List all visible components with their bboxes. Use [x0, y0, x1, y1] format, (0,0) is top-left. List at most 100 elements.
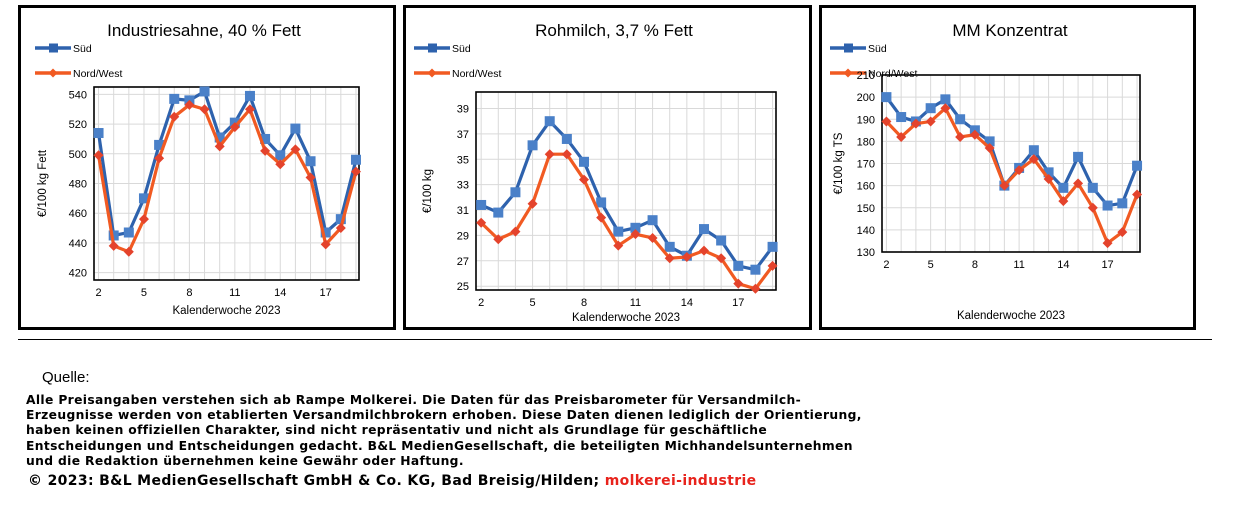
legend-marker-diamond [843, 68, 853, 78]
data-point-diamond [199, 104, 210, 115]
data-point-diamond [305, 172, 316, 183]
data-point-diamond [579, 174, 589, 185]
x-tick-label: 2 [883, 259, 889, 271]
data-point-diamond [1132, 189, 1143, 200]
data-point-diamond [881, 116, 892, 127]
data-point-square [596, 197, 607, 208]
data-point-square [510, 187, 521, 198]
x-tick-label: 8 [972, 259, 978, 271]
y-tick-label: 35 [457, 154, 469, 166]
data-point-square [275, 150, 286, 161]
brand-name: molkerei-industrie [604, 473, 757, 489]
divider-line [18, 339, 1212, 340]
data-point-diamond [184, 99, 195, 110]
data-point-square [214, 132, 225, 143]
y-tick-label: 37 [457, 129, 469, 141]
chart-rohmilch: Rohmilch, 3,7 % FettSüdNord/West25272931… [414, 21, 778, 324]
data-point-square [199, 86, 210, 97]
data-point-diamond [544, 149, 555, 160]
y-tick-label: 500 [69, 149, 87, 161]
data-point-square [716, 235, 727, 246]
y-tick-label: 130 [857, 247, 875, 259]
series-line [885, 106, 1139, 245]
data-point-square [154, 139, 165, 150]
y-axis-label: €/100 kg Fett [37, 149, 49, 217]
data-point-square [630, 222, 641, 233]
chart-title: Rohmilch, 3,7 % Fett [535, 21, 693, 40]
data-point-square [1043, 167, 1054, 178]
data-point-diamond [335, 223, 346, 234]
plot-frame [93, 86, 360, 281]
data-point-diamond [984, 143, 995, 154]
x-tick-label: 17 [1101, 259, 1113, 271]
data-point-diamond [767, 260, 778, 271]
data-point-diamond [733, 278, 744, 289]
data-point-square [984, 136, 995, 147]
data-point-square [93, 128, 104, 139]
data-point-diamond [476, 217, 487, 228]
copyright-text: © 2023: B&L MedienGesellschaft GmbH & Co… [28, 473, 600, 489]
data-point-diamond [750, 283, 761, 294]
y-axis-label: €/100 kg TS [833, 132, 845, 194]
data-point-square [896, 112, 907, 123]
data-point-square [881, 92, 892, 103]
data-point-diamond [290, 144, 301, 155]
x-tick-label: 14 [681, 297, 693, 309]
data-point-square [260, 133, 271, 144]
data-point-diamond [1028, 154, 1039, 165]
data-point-square [335, 214, 346, 225]
x-tick-label: 8 [581, 297, 587, 309]
x-tick-label: 5 [141, 287, 147, 299]
legend-label: Süd [868, 43, 887, 55]
x-tick-label: 17 [320, 287, 332, 299]
data-point-diamond [896, 131, 907, 142]
series-nord-west [476, 149, 778, 294]
data-point-square [320, 227, 331, 238]
x-tick-label: 17 [732, 297, 744, 309]
y-tick-label: 440 [69, 238, 87, 250]
data-point-square [940, 94, 951, 105]
data-point-diamond [93, 150, 104, 161]
data-point-square [750, 264, 761, 275]
data-point-diamond [910, 118, 921, 129]
data-point-diamond [955, 131, 966, 142]
data-point-square [1073, 151, 1084, 162]
data-point-square [664, 241, 675, 252]
gridlines [476, 92, 776, 290]
chart-industriesahne: Industriesahne, 40 % Fett Süd Nord/West 420… [35, 21, 361, 317]
data-point-square [123, 227, 134, 238]
y-tick-label: 140 [857, 225, 875, 237]
data-point-diamond [699, 245, 709, 256]
x-axis-label: Kalenderwoche 2023 [172, 305, 280, 317]
data-point-diamond [229, 122, 240, 133]
legend-label: Nord/West [452, 68, 501, 80]
y-tick-label: 31 [457, 205, 469, 217]
data-point-square [1058, 182, 1069, 193]
y-tick-label: 460 [69, 208, 87, 220]
data-point-square [1117, 198, 1128, 209]
series-nord-west [93, 99, 361, 257]
series-sued [476, 116, 778, 275]
disclaimer-line: und die Redaktion übernehmen keine Gewäh… [26, 453, 464, 468]
data-point-diamond [169, 111, 180, 122]
data-point-square [244, 90, 255, 101]
data-point-diamond [154, 153, 165, 164]
data-point-diamond [940, 103, 951, 114]
data-point-square [647, 215, 658, 226]
legend-label: Süd [73, 43, 92, 55]
y-tick-label: 190 [857, 114, 875, 126]
legend-marker-square [49, 43, 58, 53]
data-point-diamond [1087, 202, 1098, 213]
data-point-diamond [1014, 165, 1025, 176]
y-tick-label: 27 [457, 256, 469, 268]
x-tick-label: 8 [186, 287, 192, 299]
data-point-square [290, 123, 301, 134]
legend-label: Nord/West [73, 68, 122, 80]
data-point-square [1028, 145, 1039, 156]
plot-frame [475, 91, 777, 291]
data-point-diamond [630, 229, 641, 240]
y-tick-label: 150 [857, 203, 875, 215]
y-tick-label: 33 [457, 180, 469, 192]
legend-label: Nord/West [868, 68, 917, 80]
data-point-square [561, 133, 572, 144]
